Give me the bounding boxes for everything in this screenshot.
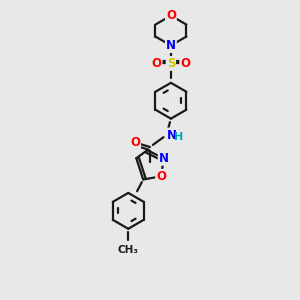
Text: S: S bbox=[167, 57, 175, 70]
Text: O: O bbox=[130, 136, 140, 149]
Text: O: O bbox=[166, 9, 176, 22]
Text: N: N bbox=[167, 129, 177, 142]
Text: N: N bbox=[166, 39, 176, 52]
Text: O: O bbox=[152, 57, 162, 70]
Text: O: O bbox=[180, 57, 190, 70]
Text: O: O bbox=[156, 170, 166, 183]
Text: H: H bbox=[174, 132, 183, 142]
Text: CH₃: CH₃ bbox=[118, 245, 139, 255]
Text: N: N bbox=[159, 152, 169, 165]
